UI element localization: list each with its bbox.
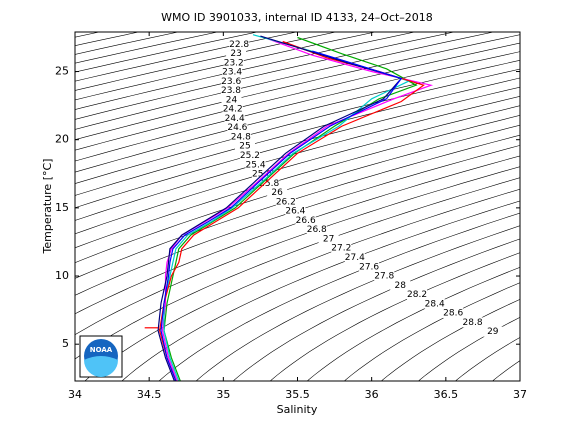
contour-label: 28.6 (443, 309, 463, 319)
logo: NOAA (80, 336, 122, 377)
x-tick-label: 37 (513, 388, 527, 401)
contour-label: 28 (394, 281, 406, 291)
x-tick-label: 34 (68, 388, 82, 401)
x-tick-label: 35 (216, 388, 230, 401)
y-tick-label: 15 (55, 201, 69, 214)
y-tick-label: 25 (55, 65, 69, 78)
x-tick-label: 34.5 (137, 388, 162, 401)
contour-label: 27.8 (374, 272, 394, 282)
y-tick-label: 20 (55, 133, 69, 146)
chart-title: WMO ID 3901033, internal ID 4133, 24–Oct… (161, 11, 433, 24)
x-tick-label: 36 (365, 388, 379, 401)
x-axis-label: Salinity (277, 403, 318, 416)
contour-label: 28.8 (463, 318, 483, 328)
contour-label: 29 (487, 327, 499, 337)
contour-label: 28.4 (425, 299, 445, 309)
y-axis-label: Temperature [°C] (41, 159, 54, 255)
x-tick-label: 36.5 (434, 388, 459, 401)
logo-text: NOAA (90, 346, 113, 354)
y-tick-label: 10 (55, 269, 69, 282)
y-tick-label: 5 (62, 337, 69, 350)
x-tick-label: 35.5 (285, 388, 310, 401)
